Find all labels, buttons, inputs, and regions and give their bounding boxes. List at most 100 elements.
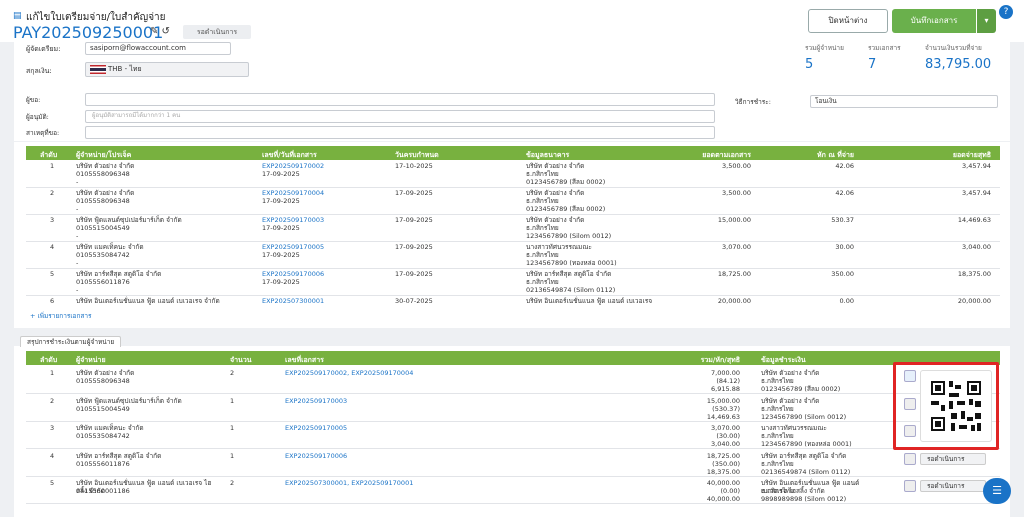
input-box[interactable] bbox=[85, 93, 715, 106]
bank-info: ธ.กสิกรไทย bbox=[526, 224, 559, 232]
amount: 3,500.00 bbox=[722, 162, 751, 170]
table-header bbox=[26, 146, 1000, 160]
doc-links[interactable]: EXP202509170006 bbox=[285, 451, 348, 460]
net: 3,457.94 bbox=[962, 162, 991, 170]
payment-info: 02136549874 (Silom 0112) bbox=[761, 467, 851, 476]
vendor: บริษัท ตัวอย่าง จำกัด bbox=[76, 162, 135, 170]
vendor: บริษัท อินเตอร์เนชั่นแนล ฟู้ด แอนด์ เบเว… bbox=[76, 479, 212, 495]
doc-link[interactable]: EXP202509170006 bbox=[262, 270, 325, 278]
vendor: 0415560001186 bbox=[76, 487, 130, 495]
close-button[interactable]: ปิดหน้าต่าง bbox=[808, 9, 888, 33]
doc-date: 17-09-2025 bbox=[262, 224, 300, 232]
withholding: 42.06 bbox=[835, 189, 854, 197]
payment-info: 0123456789 (สีลม 0002) bbox=[761, 385, 841, 393]
doc-number: PAY202509250001 bbox=[13, 23, 164, 42]
due-date: 17-09-2025 bbox=[395, 216, 433, 224]
vendor: 0105558096348 bbox=[76, 197, 130, 205]
summary-value: 83,795.00 bbox=[925, 57, 992, 72]
status-select[interactable]: รอดำเนินการ bbox=[920, 452, 986, 465]
row-divider bbox=[26, 448, 1000, 449]
total: 3,070.00 bbox=[711, 424, 740, 432]
save-button[interactable]: บันทึกเอกสาร bbox=[892, 9, 976, 33]
doc-links[interactable]: EXP202509170005 bbox=[285, 424, 348, 432]
net: 18,375.00 bbox=[957, 270, 991, 278]
doc-links[interactable]: EXP202507300001, EXP202509170001 bbox=[285, 479, 414, 487]
row-number: 5 bbox=[50, 270, 55, 278]
help-icon[interactable]: ? bbox=[999, 5, 1013, 19]
payment-info: ธ.กสิกรไทย bbox=[761, 487, 794, 495]
vendor: บริษัท แมคเท็คนะ จำกัด bbox=[76, 243, 144, 251]
row-divider bbox=[26, 393, 1000, 394]
column-header: ยอดตามเอกสาร bbox=[702, 151, 751, 159]
doc-link[interactable]: EXP202509170003 bbox=[262, 216, 325, 224]
vendor: 0105535084742 bbox=[76, 251, 130, 259]
vendor: 0105515004549 bbox=[76, 404, 130, 413]
total: 7,000.00 bbox=[711, 369, 740, 377]
doc-link[interactable]: EXP202507300001 bbox=[262, 297, 325, 305]
total: 18,375.00 bbox=[706, 467, 740, 476]
qr-button[interactable] bbox=[904, 397, 916, 410]
payment-info: ธ.กสิกรไทย bbox=[761, 404, 794, 413]
label: ผู้ขอ: bbox=[26, 96, 41, 104]
summary-tab[interactable]: สรุปการชำระเงินตามผู้จำหน่าย bbox=[20, 336, 122, 347]
column-header: ยอดจ่ายสุทธิ bbox=[952, 151, 991, 159]
row-number: 6 bbox=[50, 297, 55, 305]
chat-button[interactable]: ☰ bbox=[983, 478, 1011, 504]
vendor: 0105515004549 bbox=[76, 224, 130, 232]
row-divider bbox=[26, 420, 1000, 422]
vendor: 0105556011876 bbox=[76, 278, 130, 286]
status-select[interactable]: รอดำเนินการ bbox=[920, 480, 986, 492]
select[interactable]: โอนเงิน bbox=[810, 95, 998, 108]
doc-link[interactable]: EXP202509170005 bbox=[262, 243, 325, 251]
doc-count: 2 bbox=[230, 479, 235, 487]
label: ผู้อนุมัติ: bbox=[26, 113, 49, 121]
row-number: 1 bbox=[50, 162, 55, 170]
doc-count: 1 bbox=[230, 396, 235, 405]
flag bbox=[90, 65, 106, 74]
input-box[interactable] bbox=[85, 110, 715, 123]
row-number: 4 bbox=[50, 451, 55, 460]
withholding: 530.37 bbox=[831, 216, 854, 224]
documents-panel bbox=[14, 142, 1010, 328]
highlight-box bbox=[893, 362, 999, 450]
qr-button[interactable] bbox=[904, 425, 916, 437]
doc-links[interactable]: EXP202509170002, EXP202509170004 bbox=[285, 369, 414, 377]
vendor: บริษัท แมคเท็คนะ จำกัด bbox=[76, 424, 144, 432]
payment-info: บริษัท ตัวอย่าง จำกัด bbox=[761, 369, 820, 377]
withholding: 0.00 bbox=[839, 297, 854, 305]
amount: 20,000.00 bbox=[717, 297, 751, 305]
total: 18,725.00 bbox=[706, 451, 740, 460]
save-dropdown[interactable]: ▾ bbox=[977, 9, 996, 33]
net: 3,457.94 bbox=[962, 189, 991, 197]
input[interactable]: sasiporn@flowaccount.com bbox=[85, 42, 231, 55]
total: (530.37) bbox=[712, 404, 740, 413]
vendor: 0105558096348 bbox=[76, 170, 130, 178]
label: สกุลเงิน: bbox=[26, 67, 52, 75]
payment-info: บริษัท อาร์ทสีสุด สตูดิโอ จำกัด bbox=[761, 451, 847, 460]
vendor: บริษัท อินเตอร์เนชั่นแนล ฟู้ด แอนด์ เบเว… bbox=[76, 297, 220, 305]
qr-code bbox=[931, 381, 981, 431]
column-header: รวม/หัก/สุทธิ bbox=[700, 356, 740, 364]
qr-button[interactable] bbox=[904, 452, 916, 465]
input-box[interactable] bbox=[85, 126, 715, 139]
doc-date: 17-09-2025 bbox=[262, 170, 300, 178]
doc-link[interactable]: EXP202509170004 bbox=[262, 189, 325, 197]
doc-links[interactable]: EXP202509170003 bbox=[285, 396, 348, 405]
vendor-summary-table: ลำดับ ผู้จำหน่าย จำนวน เลขที่เอกสาร รวม/หัก/… bbox=[26, 351, 1000, 517]
edit-icon[interactable]: ✎ ↺ bbox=[150, 26, 170, 37]
doc-icon: ▤ bbox=[13, 11, 22, 21]
vendor: บริษัท อาร์ทสีสุด สตูดิโอ จำกัด bbox=[76, 451, 162, 460]
doc-count: 2 bbox=[230, 369, 235, 377]
add-document-link[interactable]: + เพิ่มรายการเอกสาร bbox=[30, 312, 92, 320]
summary-panel bbox=[14, 346, 1010, 517]
qr-button[interactable] bbox=[904, 480, 916, 492]
row-divider bbox=[26, 503, 1000, 504]
status-badge: รอดำเนินการ bbox=[183, 25, 251, 39]
input[interactable]: THB - ไทย bbox=[85, 62, 249, 77]
row-divider bbox=[26, 187, 1000, 188]
doc-link[interactable]: EXP202509170002 bbox=[262, 162, 325, 170]
row-number: 5 bbox=[50, 479, 55, 487]
qr-button[interactable] bbox=[904, 370, 916, 382]
doc-count: 1 bbox=[230, 424, 235, 432]
column-header: จำนวน bbox=[230, 356, 252, 364]
